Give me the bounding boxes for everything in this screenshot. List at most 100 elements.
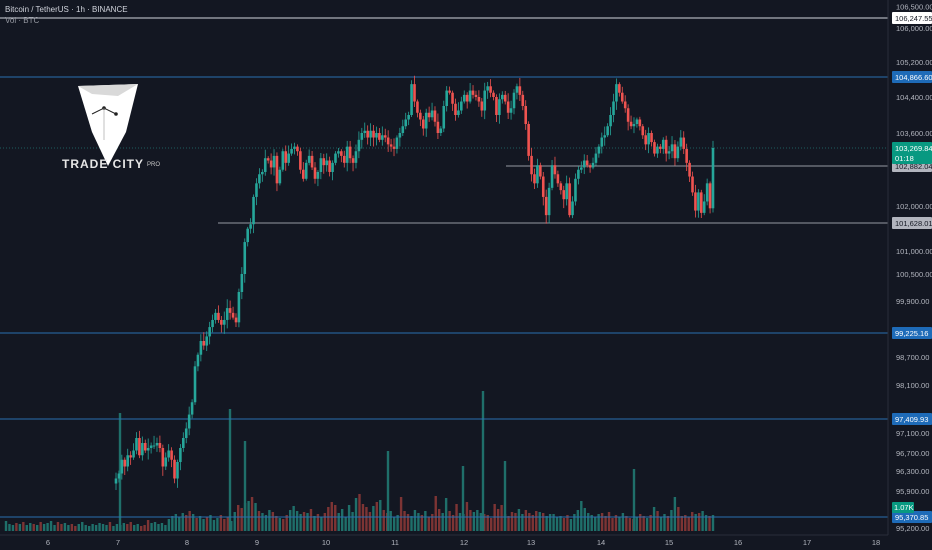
- candle-body: [278, 169, 282, 184]
- candle-body: [500, 94, 504, 100]
- candle-body: [465, 94, 469, 102]
- candle-body: [620, 92, 624, 102]
- volume-bar: [268, 510, 271, 531]
- candle-body: [676, 146, 680, 159]
- level-price-badge[interactable]: [892, 12, 932, 24]
- level-price-badge[interactable]: [892, 217, 932, 229]
- volume-bar: [316, 514, 320, 531]
- candle-body: [381, 135, 384, 140]
- volume-bar: [708, 516, 711, 531]
- candle-body: [269, 160, 273, 168]
- candle-body: [167, 450, 170, 458]
- candle-body: [208, 327, 211, 337]
- volume-bar: [392, 517, 396, 531]
- candle-body: [424, 112, 428, 129]
- volume-bar: [63, 523, 67, 531]
- volume-bar: [4, 521, 8, 531]
- volume-bar: [368, 512, 372, 531]
- candle-body: [430, 110, 434, 118]
- candle-body: [474, 94, 478, 97]
- volume-bar: [625, 516, 628, 531]
- candle-body: [632, 124, 636, 127]
- candle-body: [618, 84, 621, 93]
- volume-bar: [614, 515, 618, 531]
- price-tick-label: 101,000.00: [896, 247, 932, 256]
- candle-body: [322, 158, 326, 166]
- candle-body: [606, 126, 609, 136]
- volume-bar: [233, 512, 236, 531]
- volume-bar: [389, 511, 392, 531]
- candle-body: [489, 86, 492, 93]
- candle-body: [334, 153, 337, 163]
- candle-body: [193, 366, 197, 403]
- volume-bar: [691, 512, 694, 531]
- candle-body: [345, 146, 349, 163]
- time-tick-label: 9: [255, 538, 259, 547]
- candle-body: [184, 428, 188, 438]
- volume-bar: [67, 525, 70, 531]
- candle-body: [214, 312, 217, 320]
- volume-bar: [666, 516, 670, 531]
- last-price-badge[interactable]: [892, 142, 932, 164]
- price-tick-label: 95,900.00: [896, 487, 929, 496]
- symbol-title[interactable]: Bitcoin / TetherUS · 1h · BINANCE: [5, 5, 128, 14]
- volume-bar: [358, 494, 361, 531]
- volume-bar: [136, 524, 139, 531]
- level-price-badge[interactable]: [892, 71, 932, 83]
- candle-body: [389, 144, 393, 147]
- level-price-badge[interactable]: [892, 413, 932, 425]
- candle-body: [120, 459, 124, 474]
- volume-bar: [382, 510, 385, 531]
- volume-bar: [247, 501, 250, 531]
- volume-bar: [652, 507, 656, 531]
- candle-body: [158, 443, 162, 448]
- candle-body: [694, 192, 697, 211]
- candle-body: [626, 108, 630, 122]
- volume-bar: [562, 518, 566, 531]
- volume-bar: [129, 522, 132, 531]
- price-tick-label: 98,700.00: [896, 353, 929, 362]
- candle-body: [211, 319, 214, 328]
- volume-bar: [243, 441, 247, 531]
- candle-body: [705, 183, 709, 202]
- volume-bar: [517, 509, 521, 531]
- volume-bar: [230, 521, 233, 531]
- candle-body: [530, 155, 533, 175]
- volume-bar: [188, 511, 191, 531]
- candle-body: [225, 308, 229, 320]
- candle-body: [612, 101, 615, 115]
- logo-name: TRADE CITY: [62, 157, 144, 171]
- candle-body: [699, 192, 703, 213]
- candle-body: [404, 119, 408, 127]
- candle-body: [410, 84, 413, 115]
- price-axis: 106,500.00 106,000.00 105,200.00 104,400.00…: [887, 0, 932, 550]
- candle-body: [515, 86, 519, 93]
- candle-body: [629, 121, 633, 127]
- volume-bar: [347, 505, 351, 531]
- volume-bar: [386, 451, 390, 531]
- candle-body: [132, 450, 135, 458]
- volume-bar: [632, 469, 636, 531]
- volume-bar: [11, 525, 15, 531]
- candle-body: [290, 148, 293, 154]
- candle-body: [574, 178, 577, 202]
- volume-bar: [552, 514, 555, 531]
- volume-label: Vol · BTC: [5, 16, 40, 25]
- volume-bar: [146, 520, 150, 531]
- volume-bar: [39, 522, 42, 531]
- volume-bar: [112, 526, 115, 531]
- level-price-badge[interactable]: [892, 511, 932, 523]
- candle-body: [363, 130, 367, 133]
- volume-bar: [91, 524, 94, 531]
- volume-bar: [424, 511, 427, 531]
- volume-bar: [240, 508, 243, 531]
- candle-body: [331, 162, 334, 172]
- level-price-badge[interactable]: [892, 327, 932, 339]
- volume-bar: [451, 515, 455, 531]
- volume-bar: [261, 513, 264, 531]
- volume-bar: [656, 511, 659, 531]
- volume-bar: [476, 510, 479, 531]
- time-tick-label: 18: [872, 538, 880, 547]
- candle-body: [503, 94, 507, 102]
